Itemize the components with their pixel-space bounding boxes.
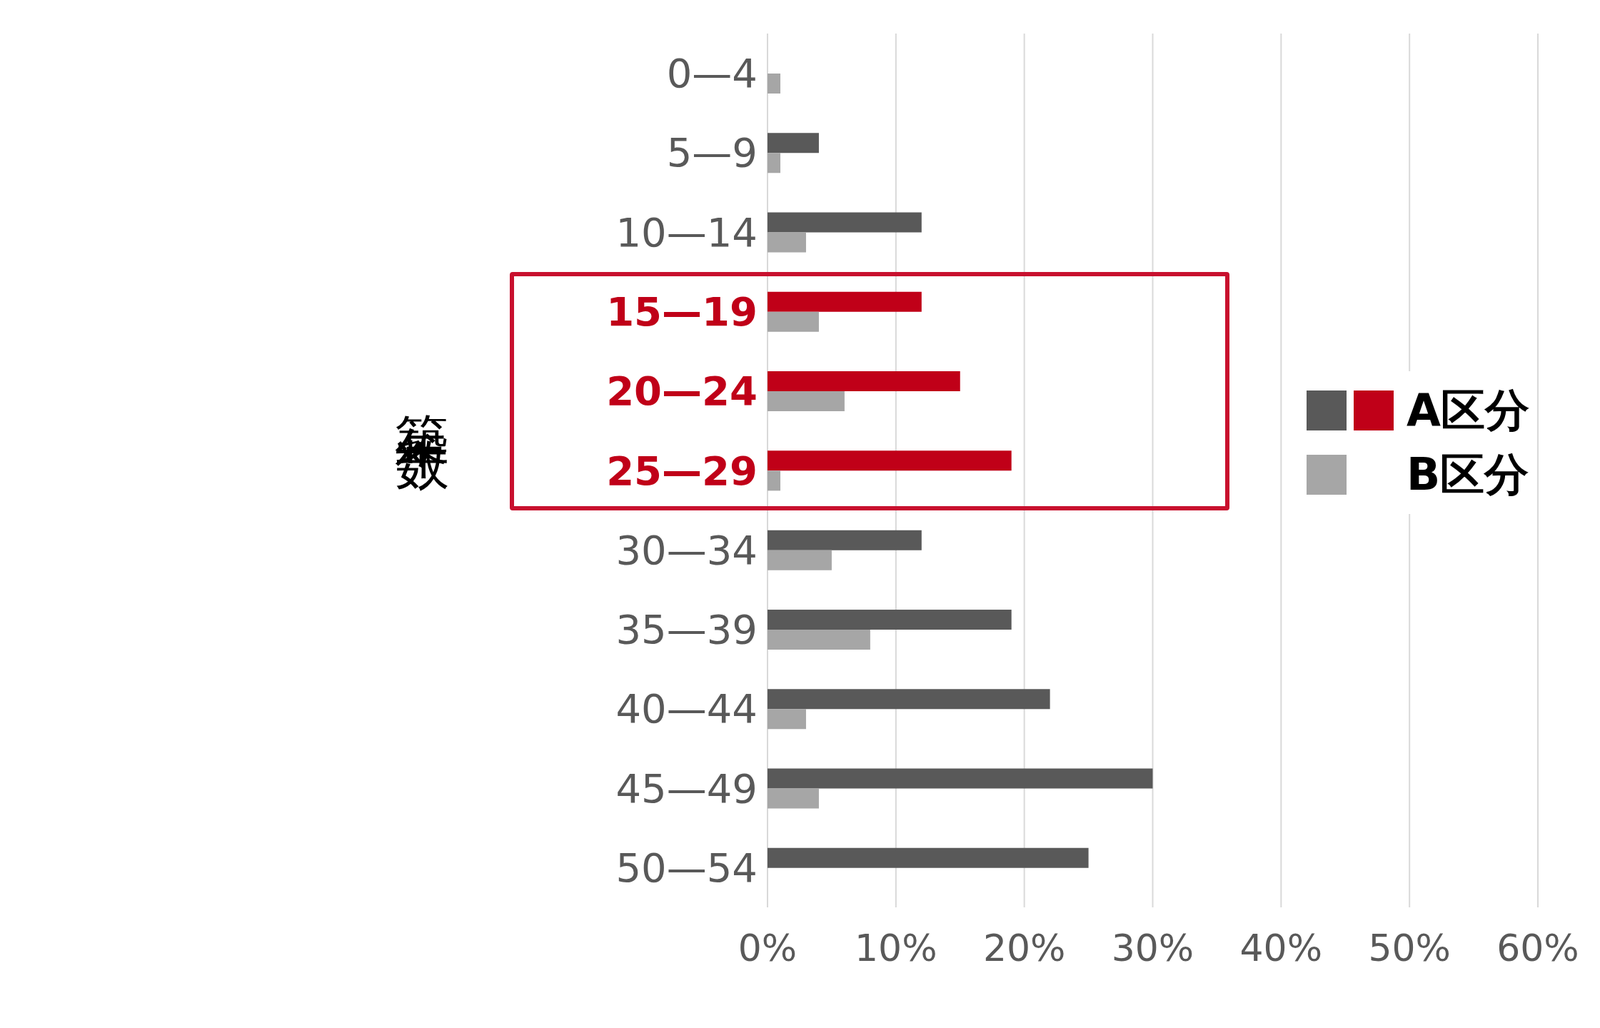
- svg-text:25—29: 25—29: [606, 447, 758, 495]
- svg-text:30%: 30%: [1111, 926, 1195, 970]
- html-text:築年数: 築年数: [391, 371, 455, 410]
- svg-text:20%: 20%: [983, 926, 1066, 970]
- svg-text:5—9: 5—9: [666, 129, 758, 176]
- svg-text:50—54: 50—54: [615, 844, 758, 892]
- svg-text:35—39: 35—39: [615, 606, 758, 653]
- html-text:A区分: A区分: [1406, 384, 1530, 437]
- svg-text:30—34: 30—34: [615, 526, 758, 574]
- svg-text:0—4: 0—4: [666, 49, 758, 97]
- svg-text:0%: 0%: [738, 926, 798, 970]
- svg-text:20—24: 20—24: [606, 367, 758, 415]
- svg-text:40%: 40%: [1240, 926, 1323, 970]
- svg-text:50%: 50%: [1367, 926, 1451, 970]
- svg-text:60%: 60%: [1496, 926, 1580, 970]
- html-text:B区分: B区分: [1406, 448, 1529, 501]
- svg-text:15—19: 15—19: [606, 288, 758, 335]
- svg-text:10%: 10%: [854, 926, 938, 970]
- svg-text:45—49: 45—49: [615, 765, 758, 812]
- svg-text:10—14: 10—14: [615, 209, 758, 256]
- svg-text:40—44: 40—44: [615, 685, 758, 732]
